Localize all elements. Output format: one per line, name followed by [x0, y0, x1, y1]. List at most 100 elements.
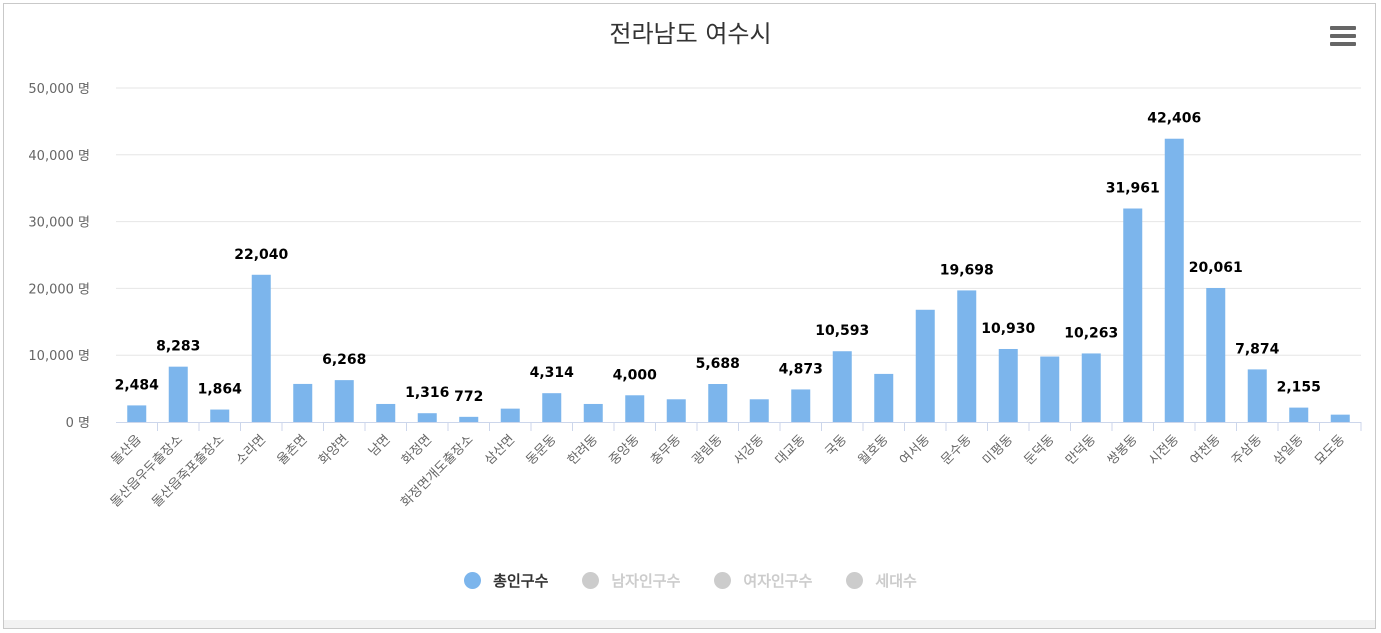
bar[interactable] — [1206, 287, 1226, 422]
legend-item[interactable]: 여자인구수 — [714, 570, 812, 591]
x-tick-label: 주삼동 — [1229, 432, 1265, 468]
legend-label: 여자인구수 — [743, 572, 813, 590]
hamburger-menu-icon[interactable] — [1328, 26, 1358, 52]
data-label: 1,316 — [405, 385, 449, 401]
x-tick-label: 화정면 — [399, 432, 435, 468]
bar[interactable] — [1081, 353, 1101, 422]
bar[interactable] — [127, 405, 147, 422]
bar[interactable] — [542, 393, 562, 422]
legend-swatch — [846, 572, 864, 589]
bar[interactable] — [708, 384, 728, 422]
bar[interactable] — [1289, 407, 1309, 422]
x-tick-label: 여서동 — [897, 432, 933, 468]
bar[interactable] — [1330, 414, 1350, 422]
x-tick-label: 묘도동 — [1312, 432, 1348, 468]
data-label: 4,314 — [530, 365, 575, 381]
x-tick-label: 여천동 — [1188, 432, 1224, 468]
data-label: 5,688 — [696, 356, 740, 372]
y-tick-label: 0 명 — [66, 416, 90, 431]
data-label: 4,873 — [779, 361, 823, 377]
data-label: 20,061 — [1189, 260, 1243, 276]
bar[interactable] — [500, 408, 520, 422]
x-tick-label: 화정면개도출장소 — [398, 432, 476, 510]
x-tick-label: 문수동 — [939, 432, 975, 468]
x-tick-label: 둔덕동 — [1022, 432, 1058, 468]
x-tick-label: 돌산읍우두출장소 — [108, 432, 186, 510]
chart-container — [3, 3, 1376, 629]
data-label: 2,155 — [1277, 380, 1321, 396]
data-label: 7,874 — [1235, 341, 1280, 357]
data-label: 1,864 — [198, 382, 243, 398]
bar[interactable] — [666, 399, 686, 422]
bar[interactable] — [791, 389, 811, 422]
x-tick-label: 쌍봉동 — [1105, 432, 1141, 468]
bar[interactable] — [583, 403, 603, 422]
legend-item[interactable]: 세대수 — [846, 570, 917, 591]
bar[interactable] — [998, 348, 1018, 422]
x-tick-label: 대교동 — [773, 432, 809, 468]
bar[interactable] — [832, 351, 852, 422]
y-tick-label: 40,000 명 — [28, 149, 90, 164]
chart-title: 전라남도 여수시 — [609, 20, 772, 48]
y-tick-label: 50,000 명 — [28, 82, 90, 97]
legend-swatch — [714, 572, 732, 589]
bar[interactable] — [251, 274, 271, 422]
y-tick-label: 30,000 명 — [28, 216, 90, 231]
bar[interactable] — [168, 366, 188, 422]
bar[interactable] — [957, 290, 977, 422]
data-label: 2,484 — [115, 377, 160, 393]
data-label: 19,698 — [940, 262, 994, 278]
bar[interactable] — [625, 395, 645, 422]
data-label: 6,268 — [322, 352, 366, 368]
x-tick-label: 화양면 — [316, 432, 352, 468]
bar[interactable] — [874, 373, 894, 422]
bar[interactable] — [1247, 369, 1267, 422]
x-tick-label: 동문동 — [524, 432, 560, 468]
bar[interactable] — [417, 413, 437, 422]
x-tick-label: 만덕동 — [1063, 432, 1099, 468]
x-tick-label: 국동 — [823, 432, 851, 460]
x-tick-label: 소라면 — [233, 432, 269, 468]
chart-bottom-strip — [4, 620, 1375, 628]
data-label: 8,283 — [156, 339, 200, 355]
x-tick-label: 삼일동 — [1271, 432, 1307, 468]
bar[interactable] — [334, 380, 354, 422]
legend-item[interactable]: 총인구수 — [464, 570, 548, 591]
legend-label: 총인구수 — [493, 572, 549, 590]
legend-item[interactable]: 남자인구수 — [582, 570, 680, 591]
bar[interactable] — [749, 399, 769, 422]
bar[interactable] — [915, 309, 935, 422]
data-label: 10,263 — [1064, 325, 1118, 341]
x-tick-label: 율촌면 — [275, 432, 311, 468]
data-label: 22,040 — [234, 247, 288, 263]
x-tick-label: 광림동 — [690, 432, 726, 468]
legend-swatch — [582, 572, 600, 589]
bar[interactable] — [1164, 138, 1184, 423]
y-tick-label: 20,000 명 — [28, 282, 90, 297]
bar[interactable] — [1040, 356, 1060, 422]
legend: 총인구수 남자인구수 여자인구수 세대수 — [0, 570, 1381, 591]
bar[interactable] — [210, 409, 230, 422]
legend-label: 남자인구수 — [611, 572, 681, 590]
x-tick-label: 삼산면 — [482, 432, 518, 468]
x-tick-label: 남면 — [366, 432, 394, 460]
bar[interactable] — [376, 403, 396, 422]
x-tick-label: 돌산읍죽포출장소 — [149, 432, 227, 510]
x-tick-label: 중앙동 — [607, 432, 643, 468]
bar[interactable] — [1123, 208, 1143, 422]
data-label: 10,930 — [981, 321, 1035, 337]
bar[interactable] — [293, 383, 313, 422]
x-tick-label: 시전동 — [1146, 432, 1182, 468]
data-label: 42,406 — [1147, 111, 1201, 127]
data-label: 772 — [454, 389, 483, 405]
legend-label: 세대수 — [875, 572, 917, 590]
bar[interactable] — [459, 416, 479, 422]
x-tick-label: 돌산읍 — [109, 432, 145, 468]
x-tick-label: 한려동 — [565, 432, 601, 468]
data-label: 4,000 — [613, 367, 658, 383]
x-tick-label: 충무동 — [648, 432, 684, 468]
x-tick-label: 월호동 — [856, 432, 892, 468]
data-label: 31,961 — [1106, 181, 1160, 197]
y-tick-label: 10,000 명 — [28, 349, 90, 364]
